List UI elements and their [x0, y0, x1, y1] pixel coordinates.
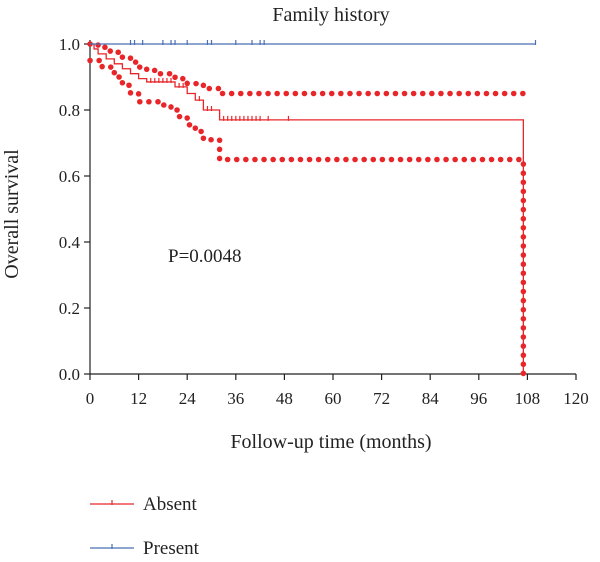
x-tick-label: 72 [373, 389, 390, 408]
y-axis-label: Overall survival [1, 149, 23, 279]
x-tick-label: 24 [179, 389, 197, 408]
x-tick-label: 60 [325, 389, 342, 408]
x-tick-label: 120 [563, 389, 589, 408]
x-tick-label: 0 [86, 389, 95, 408]
y-tick-label: 0.8 [59, 101, 80, 120]
x-tick-label: 12 [130, 389, 147, 408]
x-tick-label: 108 [515, 389, 541, 408]
plot-area: 0 12 24 36 48 60 72 84 96 108 120 0.0 0.2 0.4 0.6 0.8 1.… [59, 35, 589, 408]
y-tick-label: 1.0 [59, 35, 80, 54]
chart-title: Family history [272, 4, 389, 26]
x-tick-label: 84 [422, 389, 440, 408]
survival-curve-absent [90, 43, 524, 374]
x-axis-label: Follow-up time (months) [230, 431, 431, 453]
y-tick-label: 0.4 [59, 233, 81, 252]
x-tick-label: 48 [276, 389, 293, 408]
confidence-band-lower [87, 57, 527, 377]
legend-label-present: Present [143, 538, 200, 559]
legend: Absent Present [90, 494, 200, 559]
legend-label-absent: Absent [143, 494, 198, 515]
x-tick-label: 96 [470, 389, 487, 408]
y-tick-label: 0.2 [59, 299, 80, 318]
y-tick-label: 0.0 [59, 365, 80, 384]
p-value-annotation: P=0.0048 [168, 246, 242, 267]
confidence-band-upper [87, 41, 527, 103]
y-tick-label: 0.6 [59, 167, 80, 186]
x-tick-label: 36 [227, 389, 244, 408]
